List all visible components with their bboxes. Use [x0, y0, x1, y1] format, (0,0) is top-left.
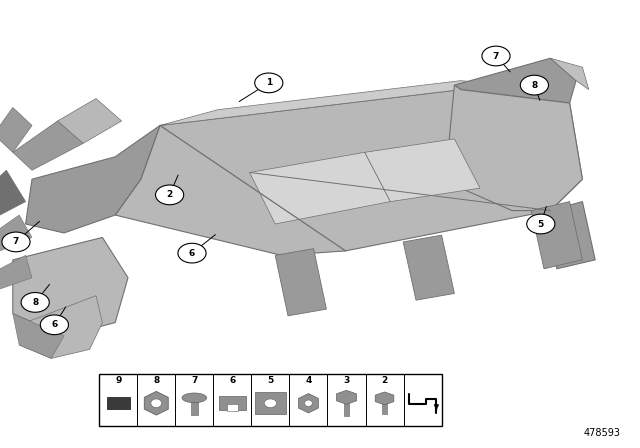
Ellipse shape — [305, 400, 312, 406]
FancyBboxPatch shape — [255, 392, 286, 414]
Bar — [218, 396, 246, 409]
Polygon shape — [550, 202, 595, 269]
Ellipse shape — [264, 399, 276, 408]
Polygon shape — [337, 390, 356, 404]
Polygon shape — [13, 237, 128, 336]
Text: 5: 5 — [538, 220, 544, 228]
Text: 9: 9 — [115, 376, 122, 385]
Polygon shape — [0, 108, 32, 152]
Polygon shape — [0, 215, 32, 251]
Bar — [227, 404, 237, 411]
Polygon shape — [19, 296, 102, 358]
Circle shape — [255, 73, 283, 93]
Polygon shape — [365, 139, 480, 202]
Polygon shape — [550, 58, 589, 90]
Polygon shape — [58, 99, 122, 143]
Polygon shape — [160, 81, 570, 125]
Polygon shape — [0, 170, 26, 215]
Polygon shape — [275, 249, 326, 316]
Circle shape — [156, 185, 184, 205]
Text: 1: 1 — [266, 78, 272, 87]
Circle shape — [520, 75, 548, 95]
Text: 8: 8 — [153, 376, 159, 385]
Polygon shape — [298, 393, 319, 413]
Bar — [344, 397, 349, 416]
Polygon shape — [250, 152, 390, 224]
Polygon shape — [144, 392, 168, 415]
Polygon shape — [454, 58, 576, 103]
Text: 8: 8 — [32, 298, 38, 307]
Polygon shape — [403, 235, 454, 300]
Polygon shape — [0, 255, 32, 291]
Text: 478593: 478593 — [584, 428, 621, 438]
Text: 3: 3 — [344, 376, 349, 385]
Circle shape — [482, 46, 510, 66]
Polygon shape — [375, 392, 394, 405]
Polygon shape — [13, 121, 83, 170]
Bar — [107, 397, 130, 409]
Text: 7: 7 — [13, 237, 19, 246]
Text: 7: 7 — [493, 52, 499, 60]
Text: 6: 6 — [189, 249, 195, 258]
Bar — [382, 398, 387, 414]
Text: 5: 5 — [268, 376, 273, 385]
Text: 4: 4 — [305, 376, 312, 385]
Text: 6: 6 — [51, 320, 58, 329]
Polygon shape — [26, 125, 160, 233]
Ellipse shape — [151, 399, 162, 408]
Circle shape — [40, 315, 68, 335]
Text: 2: 2 — [166, 190, 173, 199]
Circle shape — [2, 232, 30, 252]
Polygon shape — [13, 314, 64, 358]
Text: 8: 8 — [531, 81, 538, 90]
Circle shape — [178, 243, 206, 263]
Ellipse shape — [182, 393, 207, 403]
Polygon shape — [115, 90, 582, 255]
Text: 6: 6 — [229, 376, 236, 385]
Circle shape — [21, 293, 49, 312]
Polygon shape — [448, 85, 582, 211]
Text: 7: 7 — [191, 376, 198, 385]
Bar — [191, 398, 198, 415]
FancyBboxPatch shape — [99, 374, 442, 426]
Text: 2: 2 — [381, 376, 388, 385]
Circle shape — [527, 214, 555, 234]
Polygon shape — [531, 202, 582, 269]
